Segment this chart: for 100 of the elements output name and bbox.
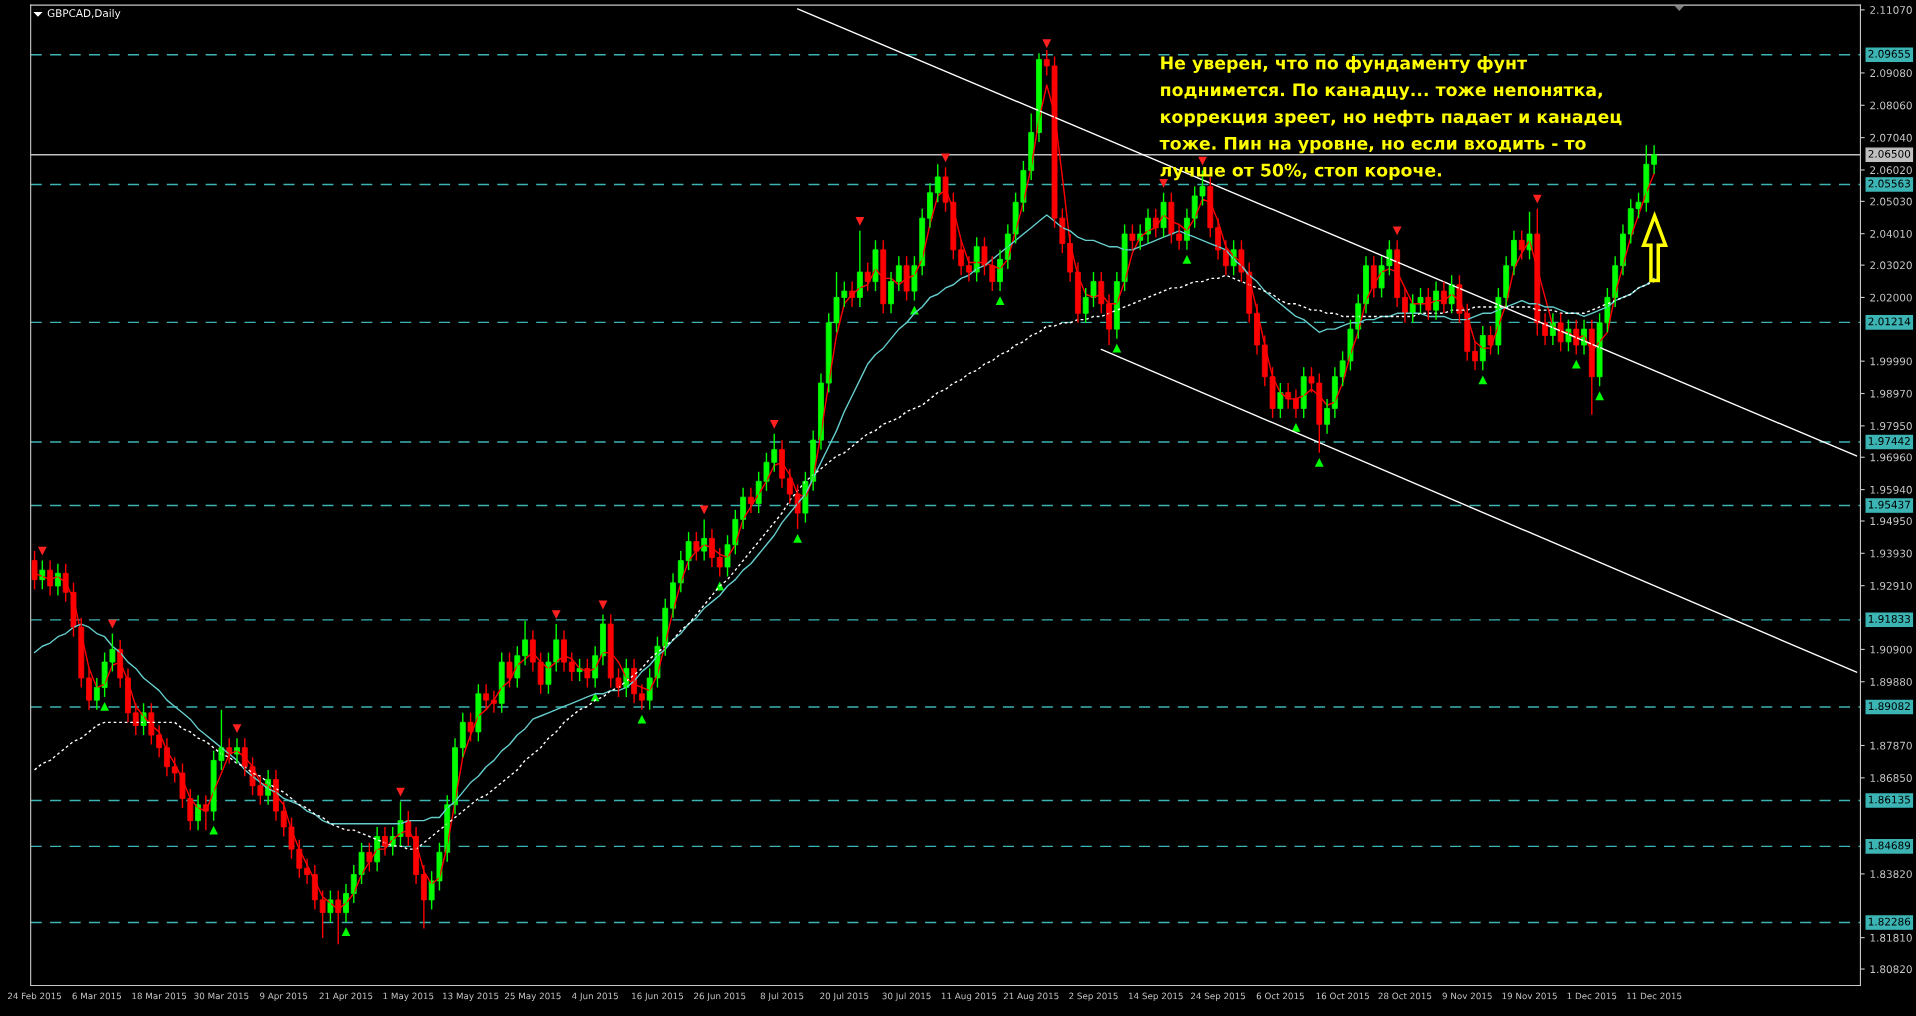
x-tick-label: 8 Jul 2015 <box>760 992 804 1001</box>
ref-line-label: 1.95437 <box>1868 500 1910 509</box>
point <box>341 927 351 937</box>
x-tick-label: 21 Apr 2015 <box>319 992 373 1001</box>
y-tick-label: 1.95940 <box>1870 485 1912 494</box>
point <box>1042 39 1052 49</box>
candlestick <box>903 255 910 302</box>
y-tick-label: 1.97950 <box>1870 422 1912 430</box>
x-tick-label: 28 Oct 2015 <box>1378 992 1432 1000</box>
y-tick-label: 2.02000 <box>1870 293 1912 302</box>
point <box>598 600 608 610</box>
x-tick-label: 24 Sep 2015 <box>1190 992 1246 1001</box>
y-tick-label: 2.03020 <box>1870 261 1912 270</box>
candlestick <box>1487 325 1494 356</box>
x-tick-label: 30 Mar 2015 <box>194 992 249 1000</box>
x-tick-label: 6 Oct 2015 <box>1256 992 1304 1000</box>
x-tick-label: 13 May 2015 <box>443 992 499 1001</box>
y-tick-label: 2.06020 <box>1870 166 1912 175</box>
ref-line-label: 1.91833 <box>1868 614 1910 623</box>
x-tick-label: 11 Aug 2015 <box>941 992 997 1001</box>
candlestick <box>1160 192 1167 238</box>
candlestick <box>1129 223 1136 251</box>
candlestick <box>506 651 513 689</box>
x-tick-label: 18 Mar 2015 <box>132 992 187 1000</box>
candlestick <box>475 683 482 743</box>
x-tick-label: 21 Aug 2015 <box>1003 992 1059 1001</box>
x-tick-label: 1 May 2015 <box>383 992 434 1001</box>
x-tick-label: 9 Nov 2015 <box>1442 992 1492 1000</box>
candlestick <box>911 255 918 302</box>
y-tick-label: 1.96960 <box>1870 453 1912 462</box>
x-tick-label: 16 Oct 2015 <box>1316 992 1369 1000</box>
ref-line-label: 1.97442 <box>1868 437 1910 445</box>
x-tick-label: 25 May 2015 <box>504 992 561 1001</box>
point <box>855 216 865 226</box>
chart-title: GBPCAD,Daily <box>47 9 121 20</box>
point <box>637 714 647 724</box>
point <box>793 534 802 543</box>
y-tick-label: 1.89880 <box>1870 677 1912 686</box>
point <box>209 825 219 835</box>
y-tick-label: 1.94950 <box>1870 517 1912 526</box>
x-tick-label: 16 Jun 2015 <box>632 992 684 1001</box>
y-tick-label: 1.80820 <box>1870 965 1912 974</box>
x-tick-label: 26 Jun 2015 <box>694 992 746 1001</box>
point <box>100 702 110 711</box>
point <box>1392 226 1402 236</box>
x-tick-label: 4 Jun 2015 <box>572 992 618 1001</box>
x-tick-label: 6 Mar 2015 <box>72 992 122 1000</box>
y-tick-label: 1.90900 <box>1870 645 1912 654</box>
point <box>1532 194 1542 204</box>
point <box>1112 343 1122 353</box>
point <box>1291 423 1301 432</box>
point <box>995 296 1005 305</box>
point <box>1478 375 1488 385</box>
candlestick <box>584 658 591 689</box>
point <box>1314 457 1324 467</box>
ref-line-label: 2.01214 <box>1868 317 1911 326</box>
x-tick-label: 14 Sep 2015 <box>1129 992 1183 1001</box>
x-tick-label: 9 Apr 2015 <box>259 992 308 1001</box>
candlestick <box>140 702 147 736</box>
ref-line-label: 1.86135 <box>1868 795 1910 804</box>
ref-line-label: 1.84689 <box>1868 841 1911 850</box>
y-tick-label: 1.92910 <box>1870 581 1912 590</box>
y-tick-label: 2.05030 <box>1870 197 1912 206</box>
candlestick <box>327 889 334 923</box>
point <box>1182 254 1192 264</box>
point <box>108 619 117 629</box>
x-tick-label: 1 Dec 2015 <box>1567 992 1617 1000</box>
ref-line-label: 1.89082 <box>1868 702 1910 711</box>
point <box>1571 359 1581 369</box>
point <box>699 505 709 515</box>
ref-line-label: 2.06500 <box>1868 149 1911 158</box>
y-tick-label: 2.11070 <box>1870 6 1912 14</box>
candlestick <box>716 547 723 578</box>
y-tick-label: 1.83820 <box>1870 870 1912 879</box>
point <box>1595 391 1604 401</box>
ref-line-label: 2.09655 <box>1868 49 1910 58</box>
y-tick-label: 1.81810 <box>1870 933 1912 942</box>
candlestick <box>942 166 949 213</box>
x-tick-label: 20 Jul 2015 <box>820 992 869 1001</box>
y-tick-label: 2.09080 <box>1870 69 1912 78</box>
y-tick-label: 2.04010 <box>1870 229 1912 238</box>
point <box>232 724 242 734</box>
x-tick-label: 2 Sep 2015 <box>1069 992 1118 1001</box>
x-tick-label: 11 Dec 2015 <box>1627 992 1682 1000</box>
y-tick-label: 1.87870 <box>1870 741 1912 750</box>
y-tick-label: 2.07040 <box>1870 133 1912 142</box>
y-tick-label: 1.99990 <box>1870 357 1912 366</box>
point <box>37 546 47 556</box>
point <box>769 419 779 429</box>
y-tick-label: 1.98970 <box>1870 389 1912 398</box>
point <box>551 610 561 619</box>
x-tick-label: 19 Nov 2015 <box>1502 992 1557 1000</box>
candlestick <box>366 842 373 873</box>
y-tick-label: 1.86850 <box>1870 774 1912 782</box>
candlestick <box>872 239 879 292</box>
ref-line-label: 1.82286 <box>1868 917 1911 926</box>
y-tick-label: 2.08060 <box>1870 101 1912 110</box>
x-tick-label: 30 Jul 2015 <box>882 992 931 1001</box>
ref-line-label: 2.05563 <box>1868 179 1910 188</box>
x-tick-label: 24 Feb 2015 <box>7 992 62 1000</box>
